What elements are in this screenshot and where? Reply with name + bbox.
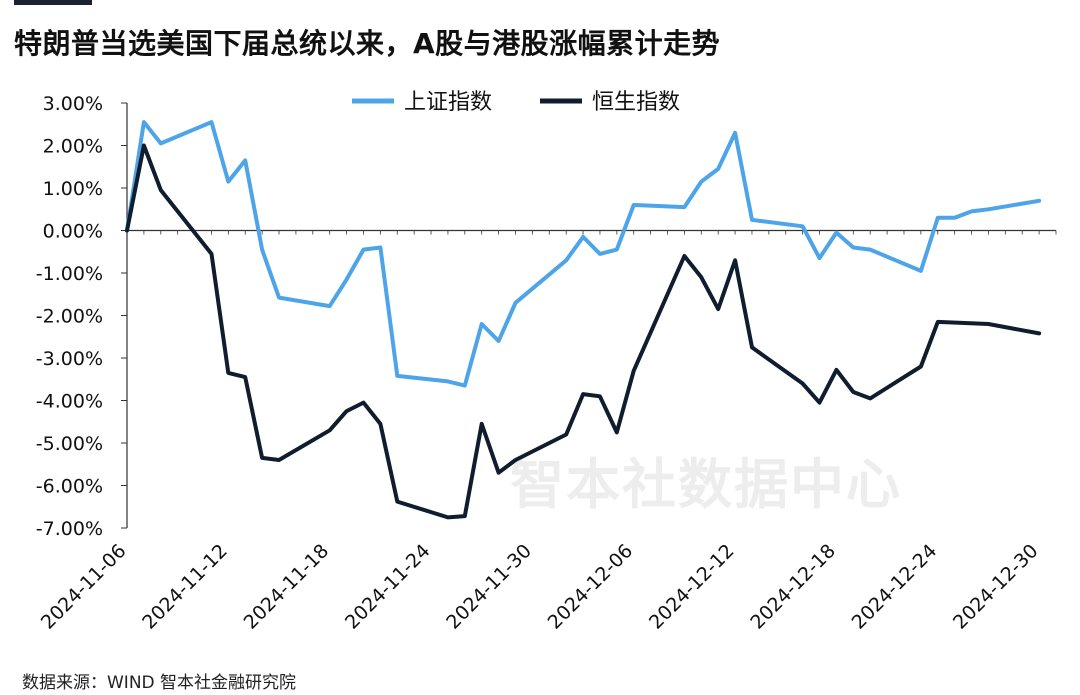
- series-1: [125, 143, 1042, 520]
- chart-title: 特朗普当选美国下届总统以来，A股与港股涨幅累计走势: [14, 27, 721, 60]
- y-tick-label: 2.00%: [43, 136, 103, 158]
- x-axis: 2024-11-06 2024-11-12 2024-11-18 2024-11-24…: [37, 229, 1057, 634]
- y-tick-label: 0.00%: [43, 221, 103, 243]
- x-tick-label: 2024-11-18: [240, 540, 334, 634]
- y-tick-label: -3.00%: [36, 348, 103, 370]
- series-line: [125, 143, 1042, 520]
- x-tick-label: 2024-12-30: [949, 540, 1043, 634]
- legend: 上证指数 恒生指数: [352, 90, 680, 115]
- x-tick-label: 2024-11-30: [442, 540, 536, 634]
- y-tick-label: -5.00%: [36, 433, 103, 455]
- source-note: 数据来源：WIND 智本社金融研究院: [22, 673, 297, 693]
- series-lines: [125, 120, 1042, 520]
- y-tick-label: -6.00%: [36, 476, 103, 498]
- x-tick-label: 2024-12-12: [645, 540, 739, 634]
- legend-label: 上证指数: [404, 90, 492, 115]
- y-tick-label: -4.00%: [36, 391, 103, 413]
- legend-label: 恒生指数: [592, 90, 680, 115]
- y-tick-label: 1.00%: [43, 178, 103, 200]
- y-tick-label: -7.00%: [36, 518, 103, 540]
- x-tick-label: 2024-12-18: [746, 540, 840, 634]
- x-tick-label: 2024-11-24: [341, 540, 435, 634]
- series-line: [125, 120, 1042, 388]
- x-tick-label: 2024-11-12: [138, 540, 232, 634]
- y-tick-label: 3.00%: [43, 93, 103, 115]
- y-tick-label: -2.00%: [36, 306, 103, 328]
- series-0: [125, 120, 1042, 388]
- x-tick-label: 2024-11-06: [37, 540, 131, 634]
- title-accent-bar: [14, 0, 92, 5]
- x-tick-label: 2024-12-24: [848, 540, 942, 634]
- x-tick-label: 2024-12-06: [544, 540, 638, 634]
- watermark: 智本社数据中心: [510, 453, 902, 516]
- y-axis: 3.00% 2.00% 1.00% 0.00% -1.00% -2.00% -3.00% -4…: [36, 93, 128, 540]
- y-tick-label: -1.00%: [36, 263, 103, 285]
